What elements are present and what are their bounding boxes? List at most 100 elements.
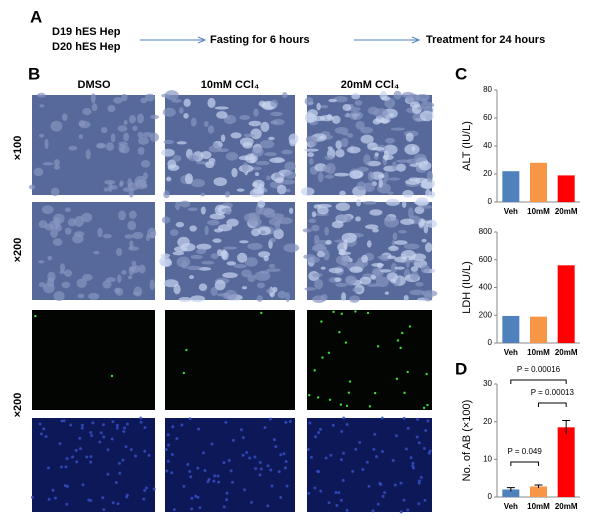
cell xyxy=(354,310,357,313)
y-axis-label: ALT (IU/L) xyxy=(461,121,473,171)
cell xyxy=(395,377,399,381)
cell xyxy=(224,289,238,301)
nucleus xyxy=(147,453,151,457)
nucleus xyxy=(116,502,120,506)
cell xyxy=(391,239,396,247)
cell xyxy=(74,216,84,227)
cell xyxy=(50,187,60,197)
cell xyxy=(415,282,424,287)
cell xyxy=(268,136,275,141)
cell xyxy=(366,240,372,248)
cell xyxy=(306,136,318,140)
cell xyxy=(183,98,191,107)
cell xyxy=(345,404,349,408)
cell xyxy=(355,120,365,130)
cell xyxy=(64,227,72,235)
cell xyxy=(256,282,266,289)
cell xyxy=(371,268,382,277)
nucleus xyxy=(229,469,233,473)
nucleus xyxy=(426,419,430,423)
cell xyxy=(220,134,226,143)
nucleus xyxy=(114,480,118,484)
cell xyxy=(317,206,329,215)
cell xyxy=(410,266,419,272)
nucleus xyxy=(59,465,63,469)
cell xyxy=(200,150,212,160)
cell xyxy=(200,192,206,197)
cell xyxy=(190,295,206,303)
cell xyxy=(362,200,377,205)
nucleus xyxy=(337,491,341,495)
cell xyxy=(407,207,414,219)
nucleus xyxy=(44,435,48,439)
nucleus xyxy=(309,455,313,459)
cell xyxy=(47,255,53,261)
cell xyxy=(173,246,188,253)
cell xyxy=(55,224,62,232)
cell xyxy=(110,374,114,378)
row-label: ×200 xyxy=(12,238,24,263)
cell xyxy=(164,90,179,101)
cell xyxy=(53,164,61,170)
cell xyxy=(264,152,278,157)
panel-label: B xyxy=(28,64,40,83)
cell xyxy=(222,272,238,279)
cell xyxy=(203,121,209,127)
cell xyxy=(172,251,185,256)
cell xyxy=(421,238,427,243)
nucleus xyxy=(222,505,226,509)
cell xyxy=(392,232,398,241)
nucleus xyxy=(175,436,179,440)
cell xyxy=(127,275,133,280)
nucleus xyxy=(227,459,231,463)
cell xyxy=(204,225,209,236)
cell xyxy=(381,96,391,101)
cell xyxy=(341,292,347,302)
nucleus xyxy=(259,467,263,471)
cell xyxy=(53,159,60,166)
cell xyxy=(289,139,297,147)
cell xyxy=(285,188,291,193)
cell xyxy=(128,187,134,198)
cell xyxy=(321,356,324,359)
cell xyxy=(81,212,93,223)
cell xyxy=(372,146,385,151)
y-tick-label: 0 xyxy=(488,492,493,501)
cell xyxy=(216,249,223,257)
cell xyxy=(82,108,92,116)
cell xyxy=(383,150,389,161)
nucleus xyxy=(231,438,235,442)
cell xyxy=(388,177,401,181)
panel-label: D xyxy=(455,359,467,378)
cell xyxy=(372,118,381,125)
cell xyxy=(273,228,284,240)
cell xyxy=(333,172,350,177)
nucleus xyxy=(216,474,220,478)
cell xyxy=(403,243,420,250)
nucleus xyxy=(170,452,174,456)
nucleus xyxy=(345,422,349,426)
nucleus xyxy=(318,427,322,431)
bar xyxy=(557,175,575,202)
x-tick-label: 10mM xyxy=(527,502,550,511)
cell xyxy=(396,339,400,342)
cell xyxy=(77,293,85,299)
nucleus xyxy=(316,430,320,434)
nucleus xyxy=(122,430,126,434)
nucleus xyxy=(231,480,235,484)
cell xyxy=(313,243,326,251)
nucleus xyxy=(124,445,128,449)
cell xyxy=(349,266,363,273)
cell xyxy=(311,224,320,232)
nucleus xyxy=(190,507,194,511)
cell xyxy=(270,111,283,117)
cell xyxy=(102,234,112,239)
nucleus xyxy=(334,490,338,494)
nucleus xyxy=(167,443,171,447)
cell xyxy=(367,106,379,115)
cell xyxy=(115,247,123,257)
cell xyxy=(367,283,380,288)
nucleus xyxy=(101,423,105,427)
nucleus xyxy=(250,500,254,504)
